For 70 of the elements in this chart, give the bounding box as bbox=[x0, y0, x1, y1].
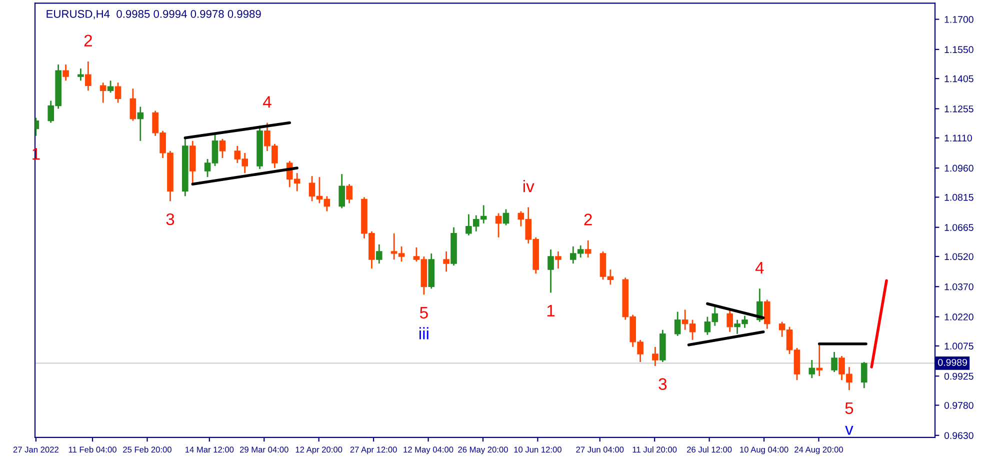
y-tick-label: 0.9630 bbox=[944, 432, 974, 439]
y-tick-label: 1.0815 bbox=[944, 194, 974, 201]
y-tick-label: 1.0370 bbox=[944, 283, 974, 290]
annotation: 4 bbox=[262, 96, 272, 108]
annotation: 2 bbox=[84, 34, 92, 46]
candlestick bbox=[62, 64, 69, 82]
annotation: 3 bbox=[166, 213, 174, 226]
x-tick-label: 29 Mar 04:00 bbox=[240, 446, 288, 453]
annotation: 5 bbox=[420, 306, 428, 319]
candlestick bbox=[860, 361, 868, 389]
candlestick bbox=[85, 60, 92, 92]
y-tick-label: 1.1110 bbox=[944, 134, 972, 142]
annotation: v bbox=[845, 426, 854, 435]
candlestick bbox=[495, 212, 502, 238]
text: EURUSD,H4 0.9985 0.9994 0.9978 0.9989 bbox=[46, 10, 261, 20]
candlestick bbox=[764, 299, 770, 330]
y-tick-label: 0.9925 bbox=[944, 372, 974, 380]
x-tick-label: 25 Feb 20:00 bbox=[123, 446, 172, 453]
candlestick bbox=[443, 250, 450, 272]
y-tick-label: 1.0075 bbox=[944, 342, 974, 350]
candlestick bbox=[831, 351, 838, 373]
y-tick-label: 1.1255 bbox=[944, 105, 974, 112]
candlestick bbox=[502, 208, 510, 226]
annotation: 3 bbox=[658, 378, 667, 390]
annotation: 4 bbox=[755, 262, 764, 274]
candlestick bbox=[100, 82, 106, 104]
x-tick-label: 26 May 20:00 bbox=[458, 446, 508, 454]
x-tick-label: 10 Aug 04:00 bbox=[740, 446, 788, 454]
candlestick bbox=[808, 359, 816, 379]
candlestick bbox=[338, 173, 345, 209]
y-tick-label: 0.9780 bbox=[944, 402, 974, 409]
x-tick-label: 12 Apr 20:00 bbox=[296, 446, 342, 454]
candlestick bbox=[584, 240, 592, 258]
candlestick bbox=[816, 344, 822, 377]
candlestick bbox=[376, 244, 382, 264]
annotation: iii bbox=[419, 327, 428, 340]
x-tick-label: 27 Jun 04:00 bbox=[576, 446, 624, 453]
x-tick-label: 10 Jun 12:00 bbox=[514, 446, 562, 453]
x-tick-label: 12 May 04:00 bbox=[404, 446, 454, 454]
candlestick bbox=[726, 309, 733, 333]
x-tick-label: 24 Aug 20:00 bbox=[794, 446, 843, 454]
x-tick-label: 14 Mar 12:00 bbox=[185, 446, 234, 453]
y-tick-label: 1.1700 bbox=[944, 16, 974, 23]
annotation: iv bbox=[523, 180, 534, 192]
candlestick bbox=[674, 311, 681, 337]
candlestick bbox=[114, 82, 122, 104]
x-tick-label: 11 Jul 20:00 bbox=[632, 446, 677, 453]
y-tick-label: 1.1550 bbox=[944, 46, 974, 54]
x-tick-label: 27 Apr 12:00 bbox=[350, 446, 397, 454]
candlestick bbox=[346, 183, 352, 204]
candlestick bbox=[78, 68, 84, 82]
candlestick bbox=[137, 106, 144, 142]
y-tick-label: 1.0960 bbox=[944, 164, 974, 172]
candlestick bbox=[555, 250, 562, 270]
x-tick-label: 27 Jan 2022 bbox=[13, 446, 58, 453]
annotation: 2 bbox=[584, 214, 592, 226]
x-tick-label: 26 Jul 12:00 bbox=[687, 446, 732, 453]
candlestick bbox=[548, 248, 554, 294]
candlestick bbox=[130, 88, 136, 122]
candlestick bbox=[107, 80, 114, 94]
y-tick-label: 1.1405 bbox=[944, 75, 974, 82]
annotation: 1 bbox=[547, 304, 555, 316]
candlestick bbox=[652, 346, 658, 367]
candlestick bbox=[219, 138, 226, 159]
x-tick-label: 11 Feb 04:00 bbox=[68, 446, 116, 453]
ref-line-label: 0.9989 bbox=[938, 358, 967, 366]
y-tick-label: 1.0520 bbox=[944, 253, 974, 260]
annotation: 5 bbox=[845, 402, 854, 414]
y-tick-label: 1.0220 bbox=[944, 314, 974, 320]
y-tick-label: 1.0665 bbox=[944, 224, 974, 231]
